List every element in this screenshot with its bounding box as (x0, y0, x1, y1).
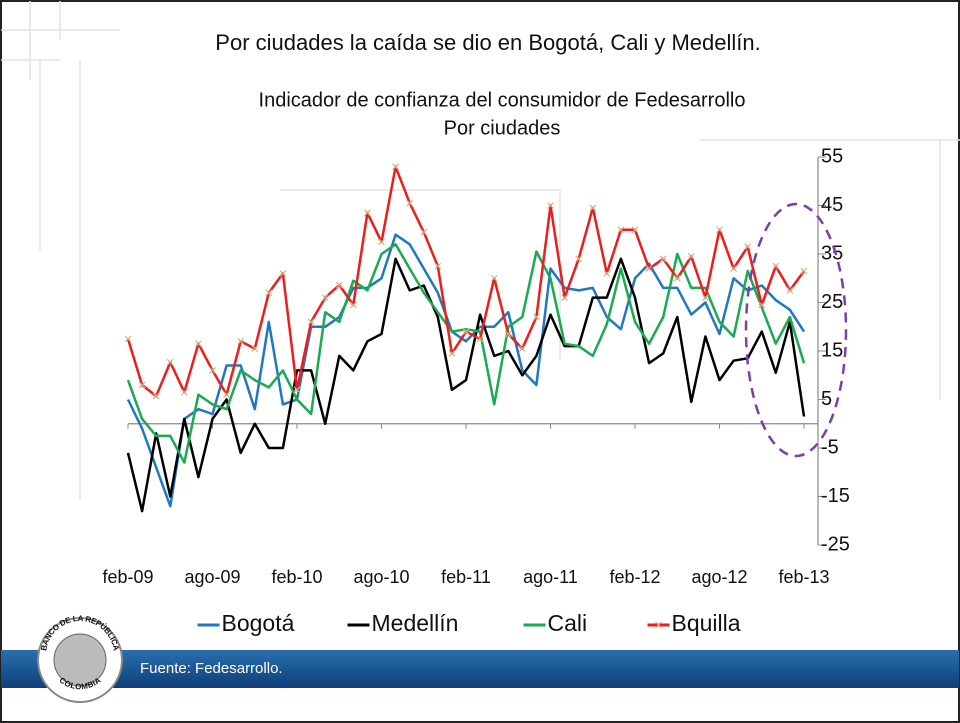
point-marker (547, 202, 554, 209)
point-marker (561, 294, 569, 302)
chart-title: Indicador de confianza del consumidor de… (259, 89, 746, 111)
y-tick-label: 45 (821, 194, 843, 216)
point-marker (392, 163, 400, 171)
point-marker (772, 262, 780, 270)
plot: -25 -15 -5 5 15 25 35 45 55 feb-09 ago-09 feb-10 ago… (102, 145, 849, 636)
point-marker (378, 238, 385, 246)
highlight-ellipse (744, 202, 848, 458)
point-marker (701, 294, 709, 302)
point-marker (786, 286, 794, 294)
logo-center (53, 633, 107, 687)
point-marker (124, 335, 132, 343)
point-marker (800, 267, 808, 275)
y-tick-label: 55 (821, 145, 843, 167)
x-tick-label: feb-13 (778, 567, 829, 587)
point-marker (575, 255, 583, 263)
point-marker (490, 274, 498, 282)
series-line (126, 243, 806, 464)
x-tick-label: feb-10 (271, 567, 322, 587)
legend-label: Bquilla (672, 610, 741, 636)
x-tick-label: ago-10 (353, 567, 409, 587)
x-tick-label: feb-11 (441, 567, 491, 587)
point-marker (504, 330, 512, 338)
x-tick-label: ago-11 (523, 567, 578, 587)
point-marker (673, 274, 681, 282)
point-marker (434, 262, 442, 270)
y-tick-label: 5 (821, 388, 832, 410)
y-tick-label: -25 (821, 533, 850, 555)
legend-label: Cali (548, 610, 588, 636)
point-marker (406, 199, 414, 207)
point-marker (251, 345, 259, 352)
point-marker (631, 226, 639, 234)
point-marker (744, 243, 752, 251)
decor (1, 1, 960, 500)
point-marker (279, 269, 287, 277)
y-tick-label: 25 (821, 291, 843, 313)
point-marker (194, 340, 202, 348)
chart-subtitle: Por ciudades (444, 117, 561, 139)
x-tick-label: feb-12 (609, 567, 660, 587)
point-marker (716, 226, 723, 234)
point-marker (532, 313, 540, 321)
legend-label: Bogotá (222, 610, 295, 636)
x-tick-label: ago-12 (691, 567, 747, 587)
point-marker (265, 289, 273, 297)
y-tick-label: 15 (821, 339, 843, 361)
point-marker (420, 228, 428, 236)
point-marker (307, 318, 315, 326)
point-marker (687, 253, 695, 260)
point-marker (363, 209, 371, 217)
point-marker (138, 381, 146, 389)
legend-label: Medellín (372, 610, 459, 636)
point-marker (589, 204, 597, 212)
x-tick-label: ago-09 (184, 567, 240, 587)
point-marker (730, 265, 738, 272)
point-marker (321, 294, 329, 302)
point-marker (659, 255, 667, 263)
point-marker (617, 226, 625, 234)
point-marker (448, 350, 456, 357)
point-marker (223, 391, 231, 399)
series-line (126, 233, 806, 508)
point-marker (209, 366, 216, 374)
decor-lines (1, 1, 960, 500)
point-marker (476, 335, 484, 343)
y-tick-label: -15 (821, 485, 850, 507)
point-marker (335, 281, 343, 289)
point-marker (758, 301, 766, 309)
slide-title: Por ciudades la caída se dio en Bogotá, … (215, 30, 760, 55)
point-marker (237, 337, 245, 345)
series-line (126, 257, 806, 513)
source: Fuente: Fedesarrollo. (140, 660, 283, 677)
footer-band (1, 650, 959, 688)
point-marker (349, 301, 357, 309)
point-marker (293, 386, 301, 394)
y-tick-label: -5 (821, 436, 839, 458)
point-marker (645, 265, 653, 272)
y-tick-label: 35 (821, 242, 843, 264)
point-marker (603, 269, 611, 277)
point-marker (518, 345, 526, 352)
point-marker (152, 392, 160, 400)
legend-marker (655, 621, 662, 629)
point-marker (462, 328, 470, 336)
point-marker (180, 388, 188, 396)
point-marker (166, 358, 174, 366)
x-tick-label: feb-09 (102, 567, 153, 587)
